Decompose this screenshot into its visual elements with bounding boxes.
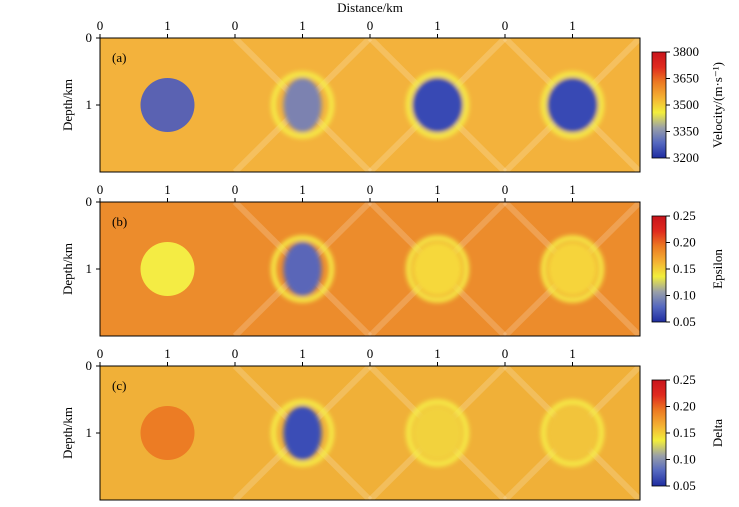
panel-a-x-ticks: 0 1 0 1 0 1 0 1 [97, 18, 576, 38]
panel-a-y-ticks: 01 [86, 30, 100, 112]
panel-b-anomaly-2 [271, 235, 334, 303]
panel-c-x-tick-label-2-0: 0 [367, 346, 374, 361]
panel-a-colorbar-label: Velocity/(m·s⁻¹) [710, 62, 725, 148]
panel-c-x-tick-label-3-0: 0 [502, 346, 509, 361]
panel-c-colorbar-label: Delta [710, 419, 725, 447]
panel-a-colorbar-tick-label-2: 3500 [673, 97, 699, 112]
panel-a-colorbar-tick-label-3: 3350 [673, 124, 699, 139]
panel-a-colorbar-tick-label-0: 3800 [673, 44, 699, 59]
panel-c-colorbar-tick-label-0: 0.25 [673, 372, 696, 387]
panel-a-x-tick-label-0-0: 0 [97, 18, 104, 33]
panel-a-x-tick-label-2-1: 1 [434, 18, 441, 33]
panel-a-colorbar: 3800 3650 3500 3350 3200 [651, 44, 699, 165]
panel-c-colorbar-tick-label-4: 0.05 [673, 478, 696, 493]
panel-c-colorbar-tick-label-2: 0.15 [673, 425, 696, 440]
panel-b-x-tick-label-3-0: 0 [502, 182, 509, 197]
panel-a-label: (a) [112, 50, 126, 65]
panel-c-colorbar-tick-label-1: 0.20 [673, 399, 696, 414]
panel-c-y-tick-label-1: 1 [86, 425, 93, 440]
panel-b-colorbar-label: Epsilon [710, 249, 725, 289]
panel-a-image [100, 35, 643, 175]
panel-b-y-axis-title: Depth/km [60, 243, 75, 295]
panel-c-x-tick-label-1-1: 1 [299, 346, 306, 361]
panel-a-x-tick-label-0-1: 1 [164, 18, 171, 33]
panel-c-x-tick-label-0-0: 0 [97, 346, 104, 361]
panel-b-x-tick-label-1-1: 1 [299, 182, 306, 197]
panel-b-y-tick-label-0: 0 [86, 194, 93, 209]
panel-c-image [100, 363, 643, 503]
panel-b-y-ticks: 01 [86, 194, 100, 276]
panel-b-x-tick-label-0-0: 0 [97, 182, 104, 197]
panel-c-label: (c) [112, 378, 126, 393]
panel-a-y-tick-label-1: 1 [86, 97, 93, 112]
panel-b-colorbar-tick-label-2: 0.15 [673, 261, 696, 276]
panel-c-y-tick-label-0: 0 [86, 358, 93, 373]
panel-a-y-axis-title: Depth/km [60, 79, 75, 131]
panel-b-anomaly-1 [140, 242, 195, 296]
panel-a-anomaly-4 [541, 71, 604, 139]
panel-a-anomaly-3 [406, 71, 469, 139]
panel-c-x-tick-label-3-1: 1 [569, 346, 576, 361]
panel-b-colorbar: 0.25 0.20 0.15 0.10 0.05 [651, 208, 696, 329]
panel-a-x-tick-label-2-0: 0 [367, 18, 374, 33]
panel-b-anomaly-3 [406, 235, 469, 303]
panel-b-x-tick-label-2-0: 0 [367, 182, 374, 197]
panel-a-colorbar-tick-label-4: 3200 [673, 150, 699, 165]
panel-a-y-tick-label-0: 0 [86, 30, 93, 45]
panel-c-anomaly-2 [271, 399, 334, 467]
panel-c-anomaly-3 [406, 399, 469, 467]
panel-b-x-tick-label-0-1: 1 [164, 182, 171, 197]
panel-a-colorbar-tick-label-1: 3650 [673, 71, 699, 86]
panel-c-y-ticks: 01 [86, 358, 100, 440]
panel-a-x-tick-label-1-1: 1 [299, 18, 306, 33]
panel-c-x-tick-label-1-0: 0 [232, 346, 239, 361]
panel-b-x-ticks: 0 1 0 1 0 1 0 1 [97, 182, 576, 202]
panel-b-colorbar-tick-label-3: 0.10 [673, 288, 696, 303]
panel-a-colorbar-gradient [651, 51, 667, 159]
panel-b-anomaly-4 [541, 235, 604, 303]
panel-c-x-ticks: 0 1 0 1 0 1 0 1 [97, 346, 576, 366]
panel-a-x-tick-label-3-0: 0 [502, 18, 509, 33]
panel-c-anomaly-4 [541, 399, 604, 467]
panel-b-label: (b) [112, 214, 127, 229]
panel-b-x-tick-label-2-1: 1 [434, 182, 441, 197]
panel-b-colorbar-tick-label-4: 0.05 [673, 314, 696, 329]
panel-b-colorbar-gradient [651, 215, 667, 323]
panel-c-colorbar-tick-label-3: 0.10 [673, 452, 696, 467]
x-axis-title: Distance/km [337, 0, 403, 15]
panel-b-colorbar-tick-label-1: 0.20 [673, 235, 696, 250]
panel-a-x-tick-label-3-1: 1 [569, 18, 576, 33]
panel-b-x-tick-label-3-1: 1 [569, 182, 576, 197]
panel-b-y-tick-label-1: 1 [86, 261, 93, 276]
panel-c-x-tick-label-2-1: 1 [434, 346, 441, 361]
panel-a-x-tick-label-1-0: 0 [232, 18, 239, 33]
panel-b-colorbar-tick-label-0: 0.25 [673, 208, 696, 223]
panel-c-y-axis-title: Depth/km [60, 407, 75, 459]
panel-c-x-tick-label-0-1: 1 [164, 346, 171, 361]
panel-b-x-tick-label-1-0: 0 [232, 182, 239, 197]
panel-c-anomaly-1 [140, 406, 195, 460]
panel-c-colorbar-gradient [651, 379, 667, 487]
panel-b-image [100, 199, 643, 339]
panel-a-anomaly-1 [140, 78, 195, 132]
panel-a-anomaly-2 [271, 71, 334, 139]
panel-c-colorbar: 0.25 0.20 0.15 0.10 0.05 [651, 372, 696, 493]
